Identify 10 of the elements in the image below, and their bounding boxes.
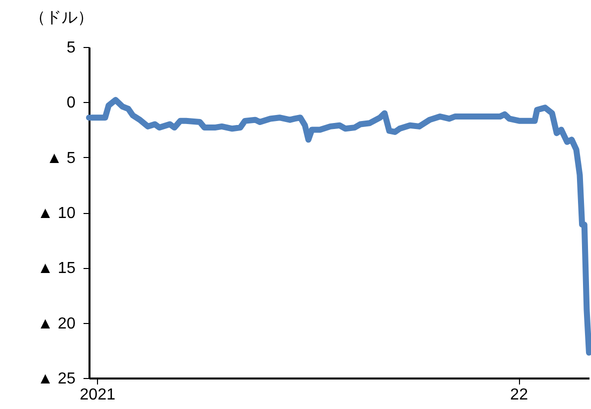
y-axis-title: （ドル）	[30, 10, 94, 26]
y-tick-label: 5	[66, 40, 76, 56]
x-tick-label: 22	[510, 386, 528, 404]
y-tick-label: 0	[66, 94, 76, 112]
x-tick-label: 2021	[80, 386, 116, 404]
y-tick-label: ▲ 5	[46, 150, 76, 167]
y-tick-label: ▲ 15	[37, 260, 76, 278]
y-tick-label: ▲ 10	[37, 205, 76, 222]
y-tick-label: ▲ 25	[37, 370, 76, 388]
y-tick-label: ▲ 20	[37, 315, 76, 332]
